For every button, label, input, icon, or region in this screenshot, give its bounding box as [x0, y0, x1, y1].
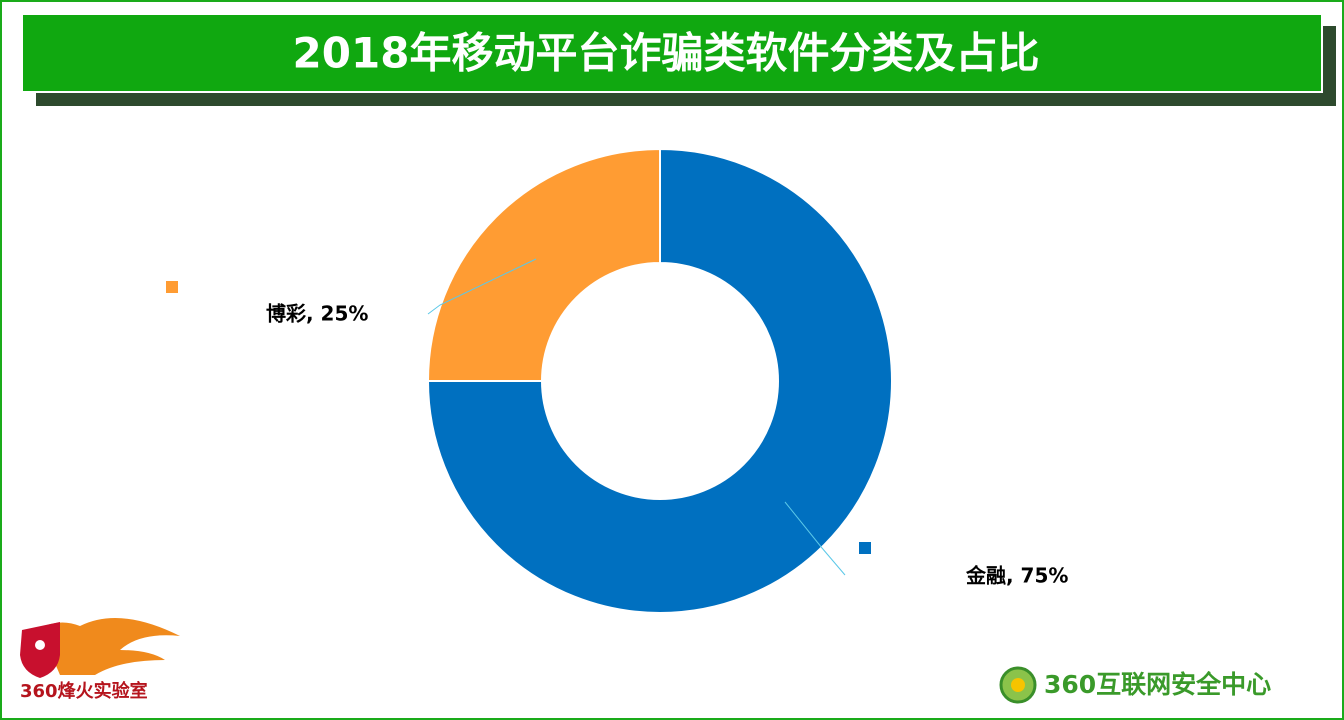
left-logo-text: 360烽火实验室 — [20, 680, 148, 702]
flame — [40, 618, 180, 675]
leader-line — [427, 258, 537, 315]
chart-title: 2018年移动平台诈骗类软件分类及占比 — [293, 29, 1040, 78]
right-logo: 360互联网安全中心 — [999, 666, 1271, 704]
legend-swatch — [859, 542, 871, 554]
donut-slice — [426, 147, 893, 614]
title-bar — [21, 13, 1323, 93]
data-label: 金融, 75% — [965, 564, 1068, 588]
leader-line — [784, 501, 846, 576]
left-logo: 360烽火实验室 — [20, 618, 180, 702]
data-label: 博彩, 25% — [266, 302, 368, 326]
logo-icon-center — [1011, 678, 1025, 692]
keyhole — [35, 640, 45, 650]
right-logo-text: 360互联网安全中心 — [1044, 670, 1271, 699]
legend-swatch — [166, 281, 178, 293]
donut-slice — [426, 147, 661, 382]
